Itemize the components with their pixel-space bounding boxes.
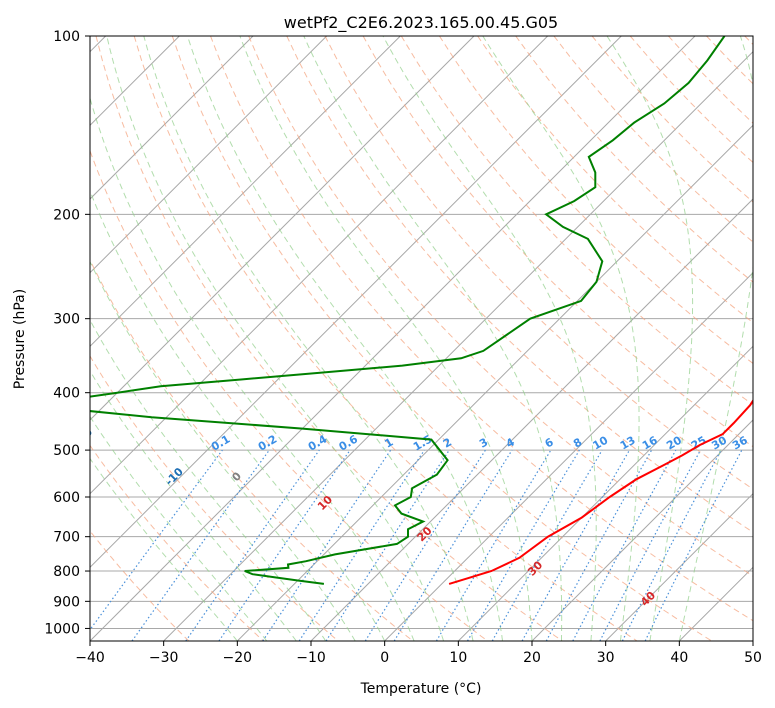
temperature-line	[448, 398, 753, 585]
moist-adiabat-line	[382, 36, 597, 641]
dry-adiabat-line	[133, 36, 638, 641]
isotherm-line	[163, 50, 753, 641]
y-tick-label: 500	[53, 443, 80, 459]
background-grid	[90, 36, 753, 641]
mixing-ratio-line	[572, 449, 677, 641]
x-tick-label: −20	[223, 650, 253, 666]
isotherm-line	[531, 419, 753, 641]
moist-adiabat-line	[482, 36, 640, 641]
chart-title: wetPf2_C2E6.2023.165.00.45.G05	[284, 13, 558, 33]
x-tick-label: 40	[670, 650, 688, 666]
sounding-series	[90, 36, 753, 585]
mixing-ratio-line	[131, 449, 270, 641]
y-axis-label: Pressure (hPa)	[12, 289, 28, 389]
y-tick-label: 400	[53, 386, 80, 402]
x-tick-label: 50	[744, 650, 762, 666]
y-tick-label: 800	[53, 564, 80, 580]
y-tick-label: 1000	[44, 621, 80, 637]
moist-adiabat-line	[90, 260, 356, 641]
dry-adiabat-label: -20	[72, 425, 95, 448]
isotherm-line	[90, 36, 696, 641]
isotherm-line	[90, 36, 401, 348]
isotherm-line	[90, 36, 254, 200]
x-tick-label: 10	[449, 650, 467, 666]
y-tick-label: 700	[53, 530, 80, 546]
x-tick-label: −10	[296, 650, 326, 666]
mixing-ratio-line	[545, 449, 653, 641]
y-tick-label: 200	[53, 207, 80, 223]
dry-adiabat-line	[95, 36, 563, 641]
moist-adiabat-line	[678, 36, 753, 641]
dry-adiabat-line	[171, 36, 712, 641]
moist-adiabat-line	[106, 36, 445, 641]
mixing-ratio-line	[644, 449, 743, 641]
isotherm-line	[90, 36, 549, 495]
mixing-ratio-line	[298, 449, 425, 641]
x-tick-label: 30	[597, 650, 615, 666]
dry-adiabat-line	[324, 36, 753, 490]
mixing-ratio-line	[393, 449, 513, 641]
x-tick-label: −40	[75, 650, 105, 666]
moist-adiabat-line	[90, 415, 268, 641]
x-tick-label: −30	[149, 650, 179, 666]
moist-adiabat-line	[187, 36, 503, 641]
moist-adiabat-line	[143, 36, 474, 641]
mixing-ratio-line	[90, 449, 223, 631]
y-tick-label: 900	[53, 594, 80, 610]
dry-adiabat-line	[90, 355, 339, 641]
isotherm-line	[236, 124, 753, 641]
y-tick-label: 300	[53, 312, 80, 328]
dry-adiabat-line	[286, 36, 753, 533]
moist-adiabat-line	[90, 319, 327, 641]
axes: −40 −30 −20 −10 0 10 20 30 40 50 100 200 300 400 500 60…	[44, 29, 762, 666]
moist-adiabat-line	[90, 369, 297, 641]
y-tick-label: 600	[53, 490, 80, 506]
dry-adiabat-line	[90, 258, 414, 641]
moist-adiabat-line	[90, 96, 415, 641]
isotherm-line	[384, 271, 753, 641]
mixing-ratio-line	[262, 449, 392, 641]
moist-adiabat-line	[90, 189, 386, 641]
isotherm-line	[605, 492, 753, 641]
isotherm-line	[90, 36, 475, 421]
mixing-ratio-line	[325, 449, 450, 641]
isotherm-line	[90, 36, 328, 274]
moist-adiabat-line	[239, 36, 533, 641]
x-tick-label: 20	[523, 650, 541, 666]
dry-adiabat-line	[477, 36, 753, 324]
isotherm-line	[457, 345, 753, 641]
isotherm-line	[90, 36, 622, 569]
mixing-ratio-line	[185, 449, 320, 641]
dry-adiabat-line	[438, 36, 753, 365]
dry-adiabat-line	[90, 149, 488, 641]
dewpoint-line	[90, 36, 726, 585]
x-tick-label: 0	[380, 650, 389, 666]
moist-adiabat-line	[606, 36, 694, 641]
dry-adiabat-line	[248, 36, 753, 577]
y-tick-label: 100	[53, 29, 80, 45]
moist-adiabat-line	[90, 457, 238, 641]
mixing-ratio-line	[218, 449, 351, 641]
plot-frame	[89, 35, 754, 642]
mixing-ratio-line	[521, 449, 631, 641]
moist-adiabat-line	[303, 36, 563, 641]
dry-adiabat-line	[210, 36, 753, 622]
dry-adiabat-line	[90, 444, 264, 641]
x-axis-label: Temperature (°C)	[360, 681, 482, 697]
